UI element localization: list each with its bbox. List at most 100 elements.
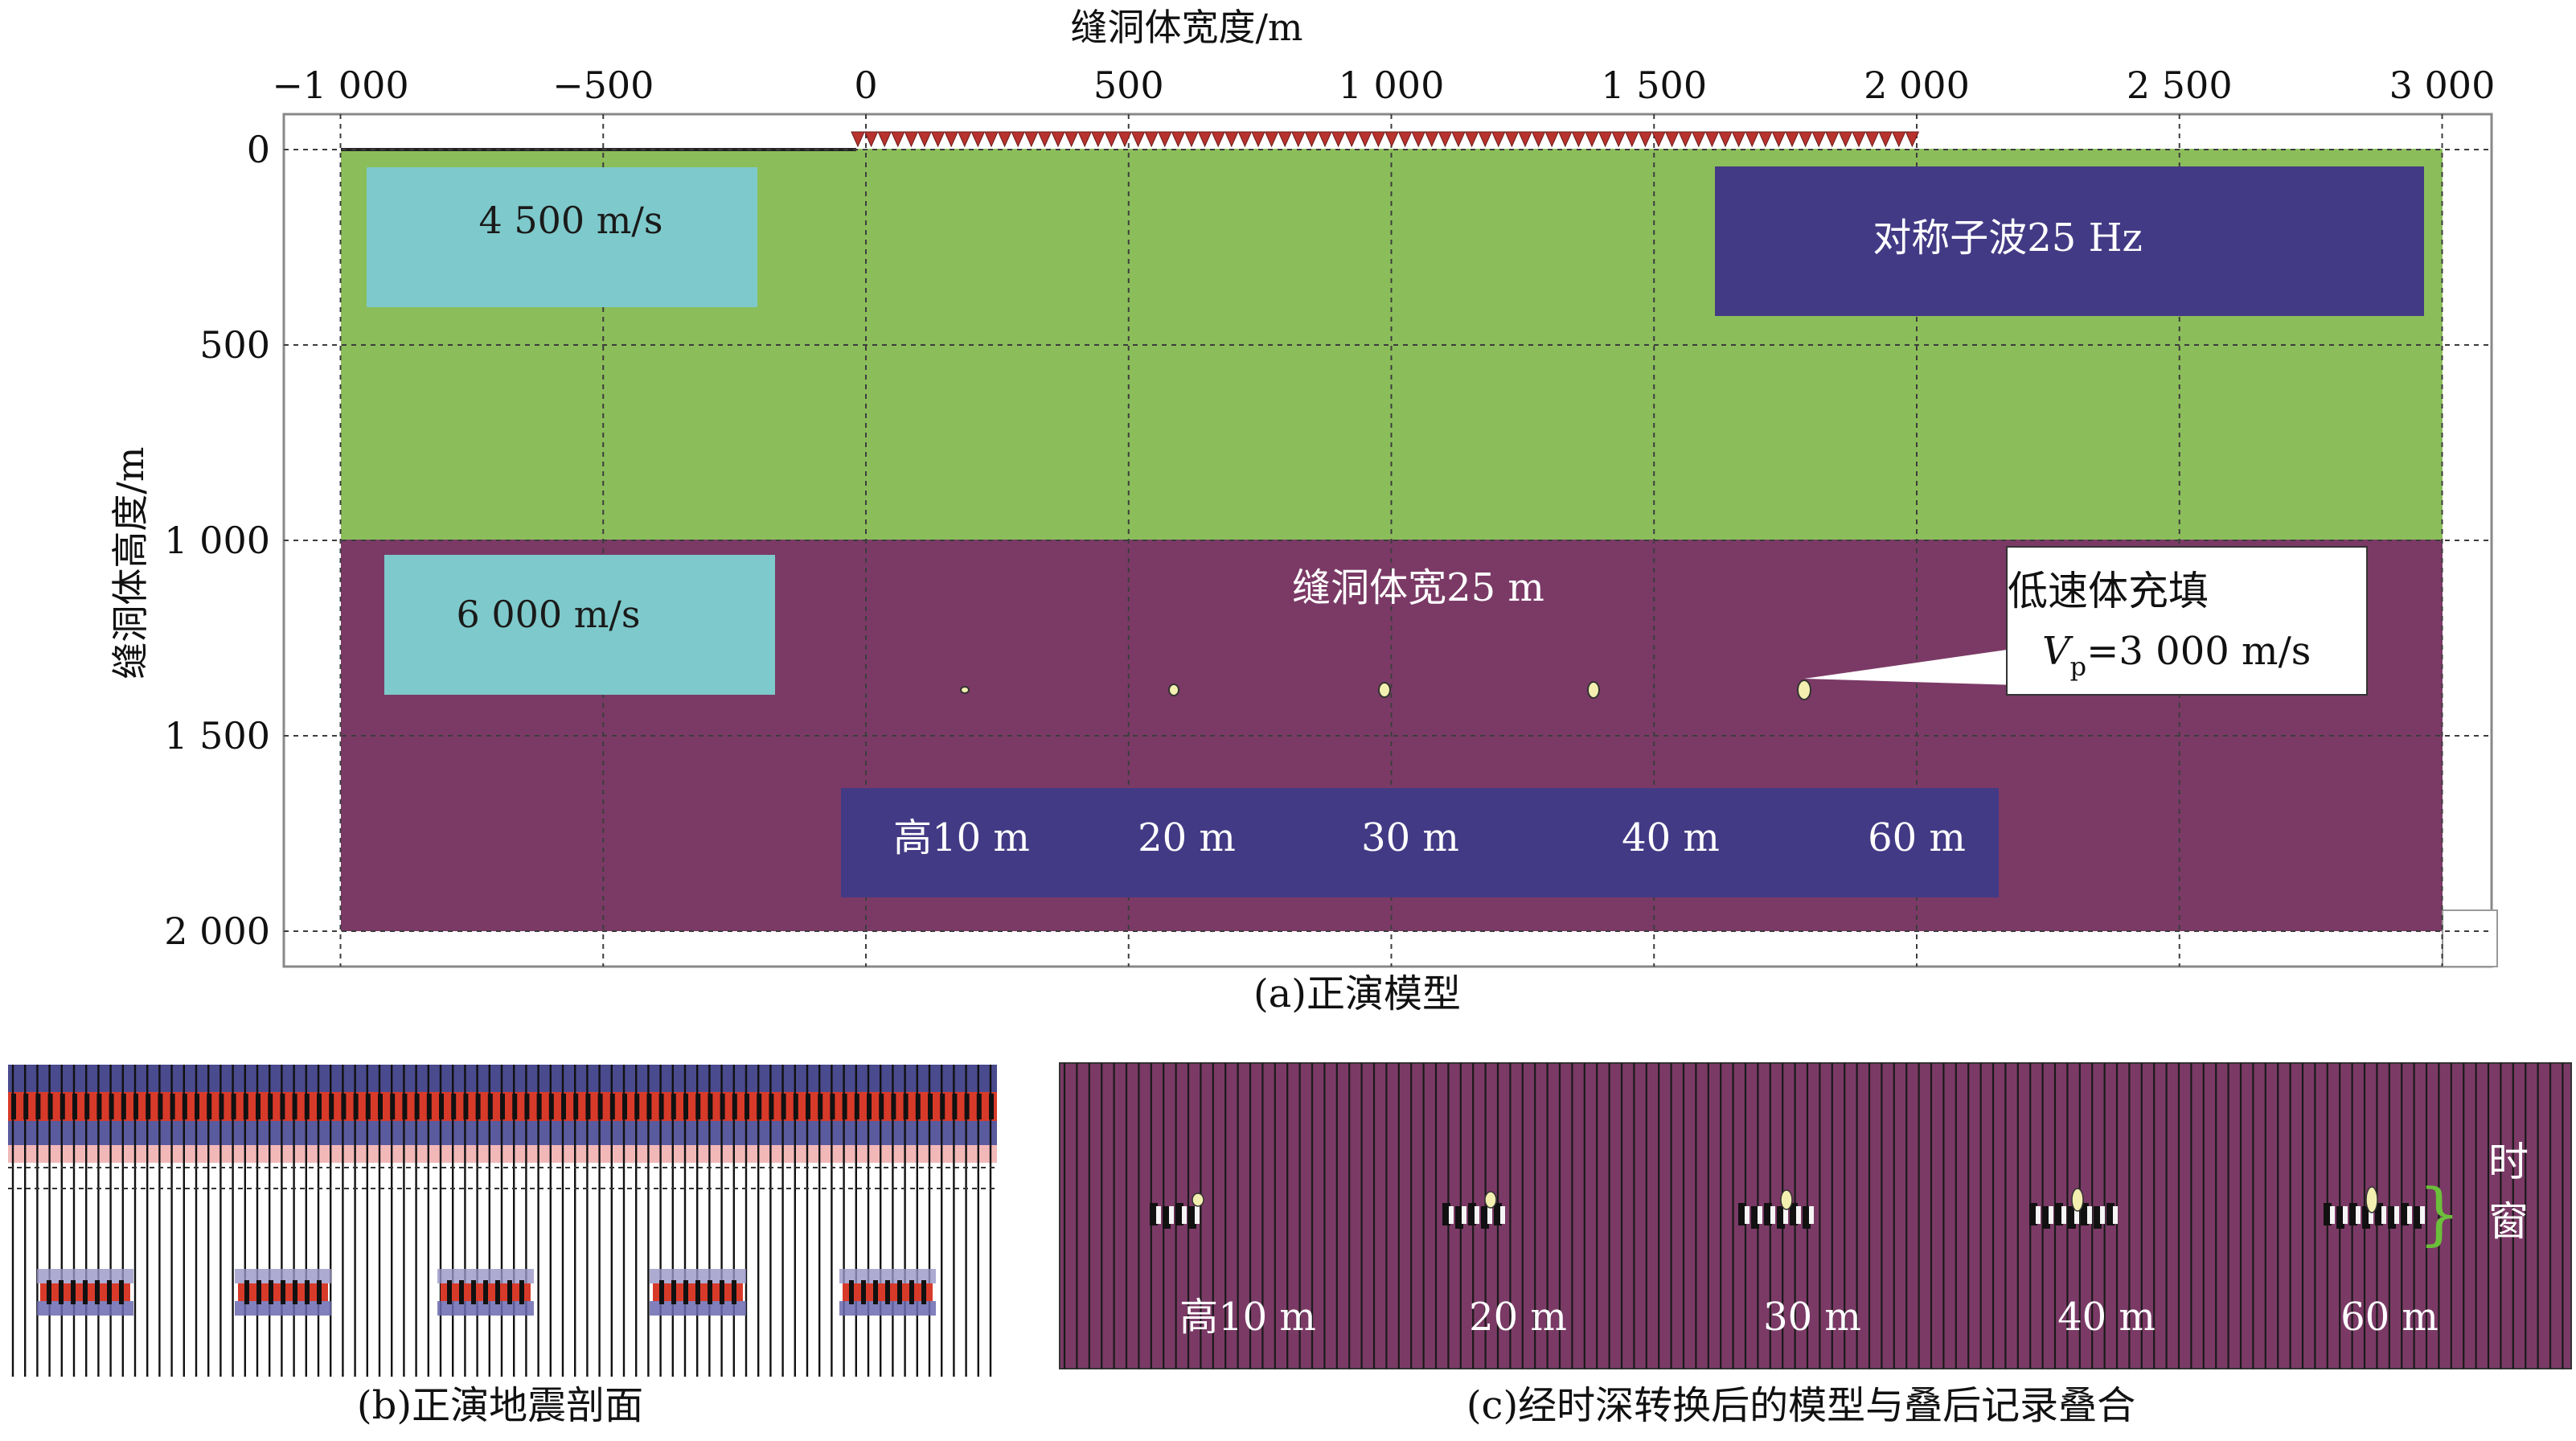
x-tick-labels: −1 000 −500 0 500 1 000 1 500 2 000 2 500 3 000 bbox=[272, 64, 2495, 107]
anomaly-wiggle bbox=[507, 1280, 512, 1304]
anomaly-blue-top bbox=[437, 1269, 534, 1283]
receiver-triangle bbox=[1678, 131, 1692, 148]
trace-wiggle bbox=[854, 1094, 859, 1119]
overlay-wiggle bbox=[2362, 1206, 2370, 1229]
receiver-triangle bbox=[1171, 131, 1186, 148]
trace-wiggle bbox=[365, 1094, 371, 1119]
receiver-triangle bbox=[970, 131, 986, 148]
anomaly-wiggle bbox=[732, 1280, 736, 1304]
receiver-triangle bbox=[1518, 131, 1532, 148]
receiver-triangle bbox=[1384, 131, 1399, 148]
caption-c: (c)经时深转换后的模型与叠后记录叠合 bbox=[1466, 1383, 2135, 1428]
upper-velocity-box bbox=[367, 167, 757, 307]
overlay-wiggle bbox=[1481, 1206, 1489, 1229]
anomaly-wiggle bbox=[873, 1280, 878, 1304]
anomaly-wiggle bbox=[459, 1280, 464, 1304]
receiver-triangle bbox=[1278, 131, 1292, 148]
overlay-wiggle-highlight bbox=[1449, 1206, 1454, 1224]
anomaly-wiggle bbox=[897, 1280, 902, 1304]
anomaly-wiggle bbox=[483, 1280, 488, 1304]
overlay-wiggle-highlight bbox=[2420, 1206, 2425, 1224]
wavelet-label: 对称子波25 Hz bbox=[1873, 216, 2143, 261]
receiver-triangle bbox=[1064, 131, 1079, 148]
anomaly-wiggle bbox=[305, 1280, 310, 1304]
time-window-label-1: 时 bbox=[2488, 1139, 2529, 1185]
callout-box bbox=[2006, 546, 2368, 696]
diffraction-anomalies bbox=[37, 1269, 936, 1316]
overlay-wiggle bbox=[2042, 1206, 2050, 1229]
x-axis-title: 缝洞体宽度/m bbox=[1070, 6, 1302, 49]
receiver-triangle bbox=[1251, 131, 1265, 148]
overlay-wiggle bbox=[1803, 1206, 1811, 1229]
overlay-wiggle bbox=[2055, 1203, 2063, 1225]
receiver-triangle bbox=[1852, 131, 1866, 148]
cave-body bbox=[1168, 684, 1179, 696]
trace-wiggle bbox=[304, 1094, 310, 1119]
trace-wiggle bbox=[353, 1094, 359, 1119]
overlay-wiggle-highlight bbox=[2087, 1206, 2092, 1224]
trace-wiggle bbox=[158, 1094, 163, 1119]
height-label: 30 m bbox=[1361, 815, 1459, 860]
overlay-wiggle-highlight bbox=[2381, 1206, 2386, 1224]
overlay-cave bbox=[1192, 1193, 1204, 1207]
trace-wiggle bbox=[548, 1094, 554, 1119]
overlay-wiggle-highlight bbox=[2036, 1206, 2041, 1224]
overlay-wiggle bbox=[2081, 1203, 2089, 1225]
receiver-triangle bbox=[1664, 131, 1680, 148]
receiver-triangle bbox=[1758, 131, 1773, 148]
receiver-triangle bbox=[1024, 131, 1039, 148]
trace-wiggle bbox=[989, 1094, 994, 1119]
cave-bodies bbox=[960, 679, 1811, 700]
receiver-triangle bbox=[1091, 131, 1105, 148]
overlay-wiggle-highlight bbox=[1462, 1206, 1466, 1224]
trace-wiggle bbox=[121, 1094, 126, 1119]
trace-wiggle bbox=[500, 1094, 505, 1119]
receiver-triangle bbox=[877, 131, 892, 148]
callout-vp: Vp=3 000 m/s bbox=[2042, 629, 2311, 682]
trace-wiggle bbox=[23, 1094, 29, 1119]
receiver-triangle bbox=[1397, 131, 1413, 148]
anomaly-blue-top bbox=[37, 1269, 133, 1283]
overlay-wiggle-highlight bbox=[2061, 1206, 2066, 1224]
overlay-wiggle bbox=[2336, 1206, 2344, 1229]
overlay-wiggle bbox=[2375, 1203, 2383, 1225]
receiver-triangle bbox=[1037, 131, 1052, 148]
receiver-triangle bbox=[1077, 131, 1092, 148]
receiver-triangle bbox=[1158, 131, 1172, 148]
height-label: 高10 m bbox=[893, 815, 1030, 860]
callout-vp-subscript: p bbox=[2070, 651, 2086, 682]
y-tick-labels: 0 500 1 000 1 500 2 000 bbox=[164, 128, 270, 953]
receiver-triangle bbox=[1237, 131, 1253, 148]
trace-wiggle bbox=[744, 1094, 749, 1119]
overlay-wiggle-highlight bbox=[2343, 1206, 2348, 1224]
receiver-triangle bbox=[1798, 131, 1813, 148]
overlay-height-label: 60 m bbox=[2340, 1295, 2439, 1340]
trace-wiggle bbox=[842, 1094, 847, 1119]
receiver-triangle bbox=[1745, 131, 1759, 148]
anomaly-wiggle bbox=[281, 1280, 285, 1304]
receiver-triangle bbox=[1704, 131, 1720, 148]
receiver-triangle bbox=[1478, 131, 1492, 148]
anomaly-wiggle bbox=[921, 1280, 926, 1304]
overlay-anomalies bbox=[1150, 1186, 2425, 1229]
receiver-triangle bbox=[1318, 131, 1332, 148]
receiver-triangle bbox=[1571, 131, 1586, 148]
trace-wiggle bbox=[47, 1094, 53, 1119]
trace-wiggle bbox=[952, 1094, 958, 1119]
callout-pointer bbox=[1804, 648, 2018, 685]
overlay-wiggle bbox=[2068, 1206, 2076, 1229]
trace-wiggle bbox=[109, 1094, 114, 1119]
seismic-traces bbox=[11, 1065, 994, 1377]
lower-velocity-label: 6 000 m/s bbox=[456, 593, 640, 636]
cave-body bbox=[1587, 681, 1600, 699]
receiver-triangle bbox=[1104, 131, 1119, 148]
anomaly-wiggle bbox=[849, 1280, 854, 1304]
trace-wiggle bbox=[280, 1094, 285, 1119]
trace-wiggle bbox=[536, 1094, 542, 1119]
trace-wiggle bbox=[231, 1094, 236, 1119]
anomaly-wiggle bbox=[447, 1280, 452, 1304]
trace-wiggle bbox=[793, 1094, 798, 1119]
overlay-height-label: 20 m bbox=[1469, 1295, 1567, 1340]
trace-wiggle bbox=[622, 1094, 627, 1119]
anomaly-wiggle bbox=[720, 1280, 724, 1304]
